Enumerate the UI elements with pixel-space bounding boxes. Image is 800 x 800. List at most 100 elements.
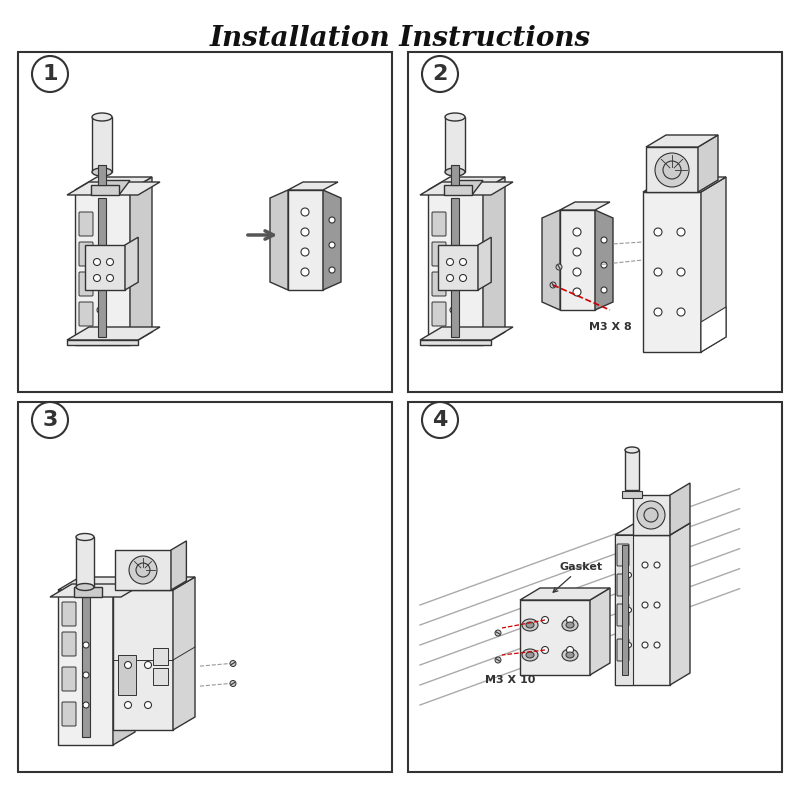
Circle shape xyxy=(663,161,681,179)
Polygon shape xyxy=(75,177,152,190)
Polygon shape xyxy=(113,577,135,745)
Circle shape xyxy=(329,217,335,223)
Bar xyxy=(622,545,628,675)
Text: 1: 1 xyxy=(42,64,58,84)
Bar xyxy=(82,597,90,737)
Text: 2: 2 xyxy=(432,64,448,84)
Ellipse shape xyxy=(526,652,534,658)
Circle shape xyxy=(637,501,665,529)
Ellipse shape xyxy=(76,583,94,590)
Polygon shape xyxy=(615,535,670,685)
Bar xyxy=(18,52,392,392)
FancyBboxPatch shape xyxy=(432,272,446,296)
FancyBboxPatch shape xyxy=(79,302,93,326)
Circle shape xyxy=(542,617,549,623)
Polygon shape xyxy=(173,577,195,730)
Ellipse shape xyxy=(625,447,639,453)
Circle shape xyxy=(83,702,89,708)
Polygon shape xyxy=(595,210,613,310)
Circle shape xyxy=(106,274,114,282)
Circle shape xyxy=(94,258,101,266)
Polygon shape xyxy=(115,550,171,590)
Polygon shape xyxy=(85,245,125,290)
Polygon shape xyxy=(615,535,633,685)
Circle shape xyxy=(654,642,660,648)
FancyBboxPatch shape xyxy=(62,667,76,691)
FancyBboxPatch shape xyxy=(432,242,446,266)
Ellipse shape xyxy=(76,534,94,541)
Ellipse shape xyxy=(562,649,578,661)
Bar xyxy=(451,198,459,337)
Circle shape xyxy=(97,277,103,283)
Circle shape xyxy=(450,277,456,283)
Polygon shape xyxy=(560,210,595,310)
Circle shape xyxy=(642,642,648,648)
Bar xyxy=(408,402,782,772)
Polygon shape xyxy=(615,523,690,535)
FancyBboxPatch shape xyxy=(617,574,629,596)
Polygon shape xyxy=(91,181,130,195)
Circle shape xyxy=(556,264,562,270)
FancyBboxPatch shape xyxy=(79,272,93,296)
Polygon shape xyxy=(590,588,610,675)
Text: M3 X 8: M3 X 8 xyxy=(589,322,631,332)
Polygon shape xyxy=(420,327,513,340)
Circle shape xyxy=(654,308,662,316)
Circle shape xyxy=(129,556,157,584)
Circle shape xyxy=(94,274,101,282)
FancyBboxPatch shape xyxy=(62,602,76,626)
Polygon shape xyxy=(542,210,560,310)
Circle shape xyxy=(566,646,574,654)
Polygon shape xyxy=(113,577,195,590)
Polygon shape xyxy=(643,177,726,192)
Circle shape xyxy=(83,642,89,648)
Circle shape xyxy=(626,573,631,578)
Circle shape xyxy=(573,248,581,256)
Circle shape xyxy=(566,617,574,623)
Circle shape xyxy=(626,642,631,647)
Polygon shape xyxy=(67,340,138,345)
Circle shape xyxy=(654,228,662,236)
FancyBboxPatch shape xyxy=(79,212,93,236)
Polygon shape xyxy=(478,238,491,290)
Ellipse shape xyxy=(566,652,574,658)
Polygon shape xyxy=(67,182,160,195)
Circle shape xyxy=(450,247,456,253)
Bar xyxy=(76,537,94,587)
Polygon shape xyxy=(646,135,718,147)
Polygon shape xyxy=(698,135,718,192)
Polygon shape xyxy=(701,307,726,352)
Circle shape xyxy=(32,402,68,438)
Bar xyxy=(408,52,782,392)
Circle shape xyxy=(422,402,458,438)
Polygon shape xyxy=(444,185,472,195)
Circle shape xyxy=(573,228,581,236)
FancyBboxPatch shape xyxy=(617,639,629,661)
Bar xyxy=(153,668,168,685)
FancyBboxPatch shape xyxy=(432,212,446,236)
Circle shape xyxy=(495,630,501,636)
Circle shape xyxy=(422,56,458,92)
Polygon shape xyxy=(520,588,610,600)
Text: M3 X 10: M3 X 10 xyxy=(485,675,535,685)
FancyBboxPatch shape xyxy=(432,302,446,326)
FancyBboxPatch shape xyxy=(62,632,76,656)
Circle shape xyxy=(626,607,631,613)
Polygon shape xyxy=(633,495,670,535)
Ellipse shape xyxy=(522,649,538,661)
Polygon shape xyxy=(420,182,513,195)
Bar xyxy=(118,655,136,695)
Circle shape xyxy=(125,662,131,669)
Polygon shape xyxy=(288,190,323,290)
Bar xyxy=(451,165,459,185)
Polygon shape xyxy=(560,202,610,210)
Ellipse shape xyxy=(92,113,112,121)
Bar xyxy=(622,491,642,498)
Bar xyxy=(625,450,639,490)
Ellipse shape xyxy=(526,622,534,628)
Polygon shape xyxy=(67,327,160,340)
Circle shape xyxy=(654,602,660,608)
Circle shape xyxy=(655,153,689,187)
FancyBboxPatch shape xyxy=(62,702,76,726)
Circle shape xyxy=(97,307,103,313)
